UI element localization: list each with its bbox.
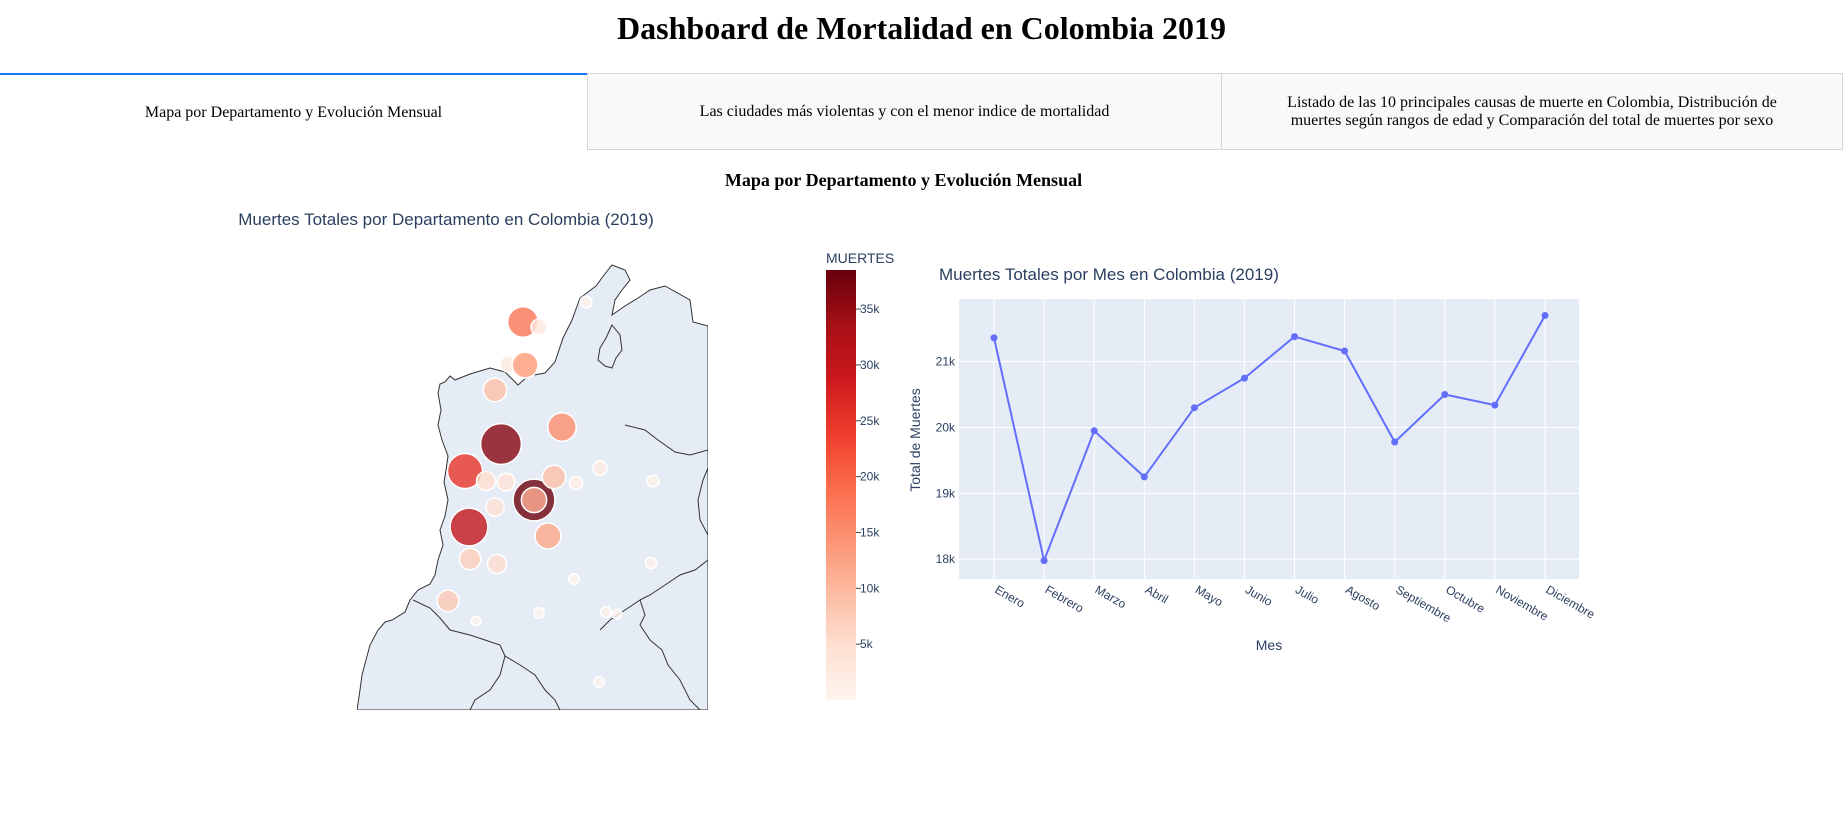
line-series <box>993 315 1546 565</box>
tab-causas-muerte[interactable]: Listado de las 10 principales causas de … <box>1221 73 1843 150</box>
department-bubble <box>568 573 580 585</box>
department-bubble <box>541 464 567 490</box>
tab-label: Listado de las 10 principales causas de … <box>1287 93 1777 129</box>
map-title: Muertes Totales por Departamento en Colo… <box>238 210 653 229</box>
colorbar-title: MUERTES <box>826 250 894 266</box>
tab-ciudades-violentas[interactable]: Las ciudades más violentas y con el meno… <box>587 73 1222 150</box>
section-heading: Mapa por Departamento y Evolución Mensua… <box>724 170 1083 190</box>
department-bubble <box>485 497 505 517</box>
tab-label: Mapa por Departamento y Evolución Mensua… <box>144 103 443 121</box>
colorbar <box>826 270 856 700</box>
department-bubble <box>579 295 593 309</box>
line-y-ticks: 18k 19k 20k 21k <box>936 355 956 567</box>
line-point <box>1441 391 1449 398</box>
colorbar-tick-label: 25k <box>860 414 880 428</box>
tab-bar: Mapa por Departamento y Evolución Mensua… <box>0 73 1843 150</box>
department-bubble <box>520 486 548 514</box>
x-tick-label: Agosto <box>1343 582 1383 613</box>
department-bubble <box>534 522 562 550</box>
colorbar-tick-label: 15k <box>860 525 880 539</box>
x-tick-label: Mayo <box>1193 582 1226 609</box>
department-bubble <box>644 556 658 570</box>
department-bubble <box>611 608 623 620</box>
line-point <box>1040 557 1048 565</box>
department-bubble <box>458 547 482 571</box>
department-bubble <box>449 507 489 547</box>
y-tick-label: 18k <box>936 552 956 566</box>
y-tick-label: 20k <box>936 420 956 434</box>
x-tick-label: Diciembre <box>1544 582 1598 621</box>
department-bubble <box>470 615 482 627</box>
line-grid <box>959 299 1579 579</box>
department-bubble <box>496 472 516 492</box>
line-point <box>1241 374 1248 382</box>
peninsula-shape <box>597 324 623 369</box>
line-point <box>1491 401 1499 409</box>
colorbar-tick-label: 10k <box>860 581 880 595</box>
department-bubble <box>486 553 508 575</box>
line-chart-title: Muertes Totales por Mes en Colombia (201… <box>939 265 1279 284</box>
department-bubble <box>446 452 484 490</box>
department-bubbles <box>436 295 660 688</box>
y-axis-label: Total de Muertes <box>907 388 923 492</box>
department-bubble <box>547 412 577 442</box>
y-tick-label: 19k <box>936 486 956 500</box>
line-point <box>1541 312 1549 319</box>
line-point <box>1140 473 1148 481</box>
department-bubble <box>568 475 584 491</box>
department-bubble <box>436 589 460 613</box>
department-bubble <box>482 377 508 403</box>
line-point <box>990 334 998 342</box>
colorbar-tick-label: 30k <box>860 358 880 372</box>
x-tick-label: Marzo <box>1093 582 1129 611</box>
department-bubble <box>599 605 613 619</box>
x-tick-label: Julio <box>1293 582 1322 607</box>
line-point <box>1341 347 1349 355</box>
department-bubble <box>479 422 523 466</box>
line-point <box>1190 404 1198 412</box>
line-point <box>1391 438 1399 446</box>
x-tick-label: Septiembre <box>1393 582 1453 625</box>
x-axis-label: Mes <box>1256 637 1282 653</box>
y-tick-label: 21k <box>936 355 956 369</box>
department-bubble <box>475 470 497 492</box>
x-tick-label: Enero <box>993 582 1028 610</box>
page-title: Dashboard de Mortalidad en Colombia 2019 <box>617 10 1226 46</box>
line-point <box>1090 427 1098 435</box>
department-bubble <box>646 474 660 488</box>
department-borders <box>412 424 708 710</box>
department-bubble <box>511 351 539 379</box>
line-points <box>990 312 1549 565</box>
colorbar-ticks: 5k 10k 15k 20k 25k 30k 35k <box>856 302 880 651</box>
colorbar-tick-label: 5k <box>860 637 874 651</box>
department-bubble <box>530 318 548 336</box>
x-tick-label: Abril <box>1143 582 1171 606</box>
tab-label: Las ciudades más violentas y con el meno… <box>699 102 1110 120</box>
colorbar-tick-label: 20k <box>860 470 880 484</box>
department-bubble <box>533 607 545 619</box>
tab-mapa-departamento[interactable]: Mapa por Departamento y Evolución Mensua… <box>0 73 587 150</box>
x-tick-label: Junio <box>1243 582 1275 609</box>
x-tick-label: Noviembre <box>1493 582 1551 623</box>
line-x-ticks: Enero Febrero Marzo Abril Mayo Junio Julio Agos… <box>993 582 1598 625</box>
x-tick-label: Febrero <box>1043 582 1087 615</box>
line-plot-area <box>959 299 1579 579</box>
department-bubble <box>593 676 605 688</box>
department-bubble <box>592 460 608 476</box>
colorbar-tick-label: 35k <box>860 302 880 316</box>
line-point <box>1291 333 1298 341</box>
